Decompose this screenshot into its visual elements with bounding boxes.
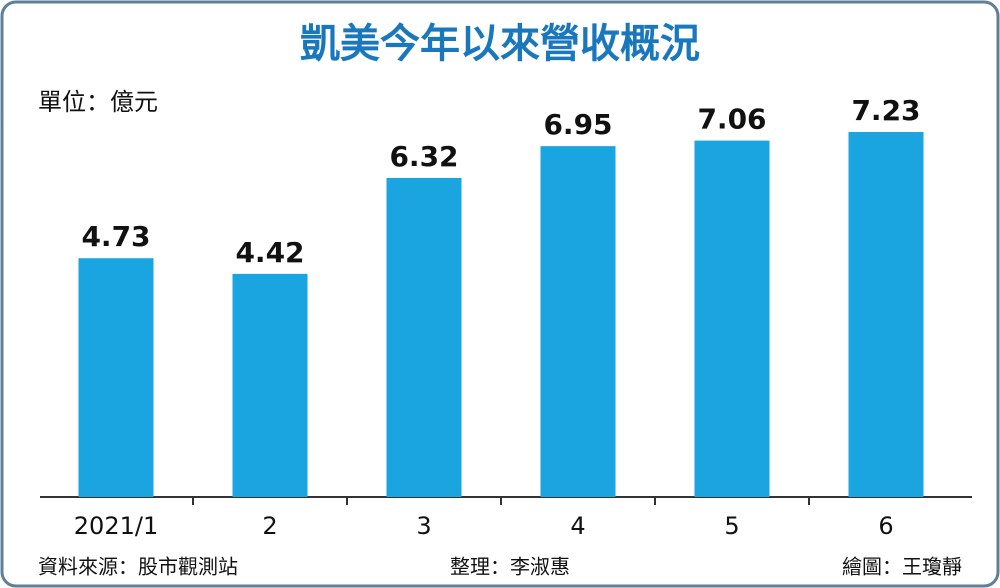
x-tick-label: 2	[262, 512, 277, 540]
value-label: 7.06	[697, 103, 766, 136]
x-tick-label: 2021/1	[74, 512, 158, 540]
source: 資料來源：股市觀測站	[38, 555, 238, 579]
artist: 繪圖：王瓊靜	[842, 555, 962, 579]
x-tick-label: 4	[570, 512, 585, 540]
x-tick-label: 3	[416, 512, 431, 540]
bar	[694, 140, 770, 498]
value-label: 4.42	[235, 236, 304, 269]
bar	[540, 146, 616, 497]
value-label: 6.32	[389, 140, 458, 173]
editor: 整理：李淑惠	[450, 555, 570, 579]
value-label: 6.95	[543, 108, 612, 141]
bar	[386, 177, 462, 497]
bar	[232, 273, 308, 497]
x-tick-label: 6	[878, 512, 893, 540]
unit-label: 單位：億元	[38, 88, 158, 116]
value-label: 7.23	[851, 94, 920, 127]
bar	[848, 132, 924, 497]
bar	[78, 258, 154, 497]
value-label: 4.73	[81, 220, 150, 253]
chart-title: 凱美今年以來營收概況	[300, 21, 700, 67]
x-tick-label: 5	[724, 512, 739, 540]
